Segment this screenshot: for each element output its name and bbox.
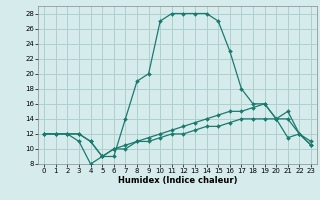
X-axis label: Humidex (Indice chaleur): Humidex (Indice chaleur) (118, 176, 237, 185)
